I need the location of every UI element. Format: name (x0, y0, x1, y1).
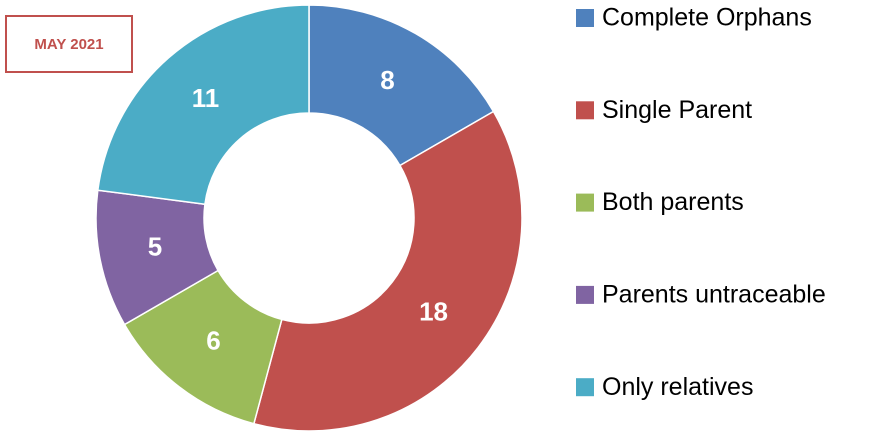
donut-slice (96, 4, 310, 206)
title-box (5, 15, 133, 73)
legend-swatch (576, 378, 594, 397)
legend-label: Only relatives (602, 373, 753, 401)
legend-label: Both parents (602, 188, 744, 216)
legend-swatch (576, 285, 594, 304)
data-label: 5 (148, 232, 162, 262)
legend-swatch (576, 193, 594, 212)
legend-label: Parents untraceable (602, 281, 826, 309)
legend-label: Complete Orphans (602, 4, 812, 32)
donut-slice (308, 4, 495, 167)
data-label: 11 (192, 83, 220, 113)
legend-swatch (576, 9, 594, 27)
chart-title: MAY 2021 (34, 36, 103, 53)
data-label: 8 (380, 65, 394, 95)
donut-slice (252, 110, 523, 431)
data-label: 18 (419, 296, 448, 326)
legend-label: Single Parent (602, 96, 752, 124)
legend-swatch (576, 101, 594, 120)
data-label: 6 (206, 325, 220, 355)
